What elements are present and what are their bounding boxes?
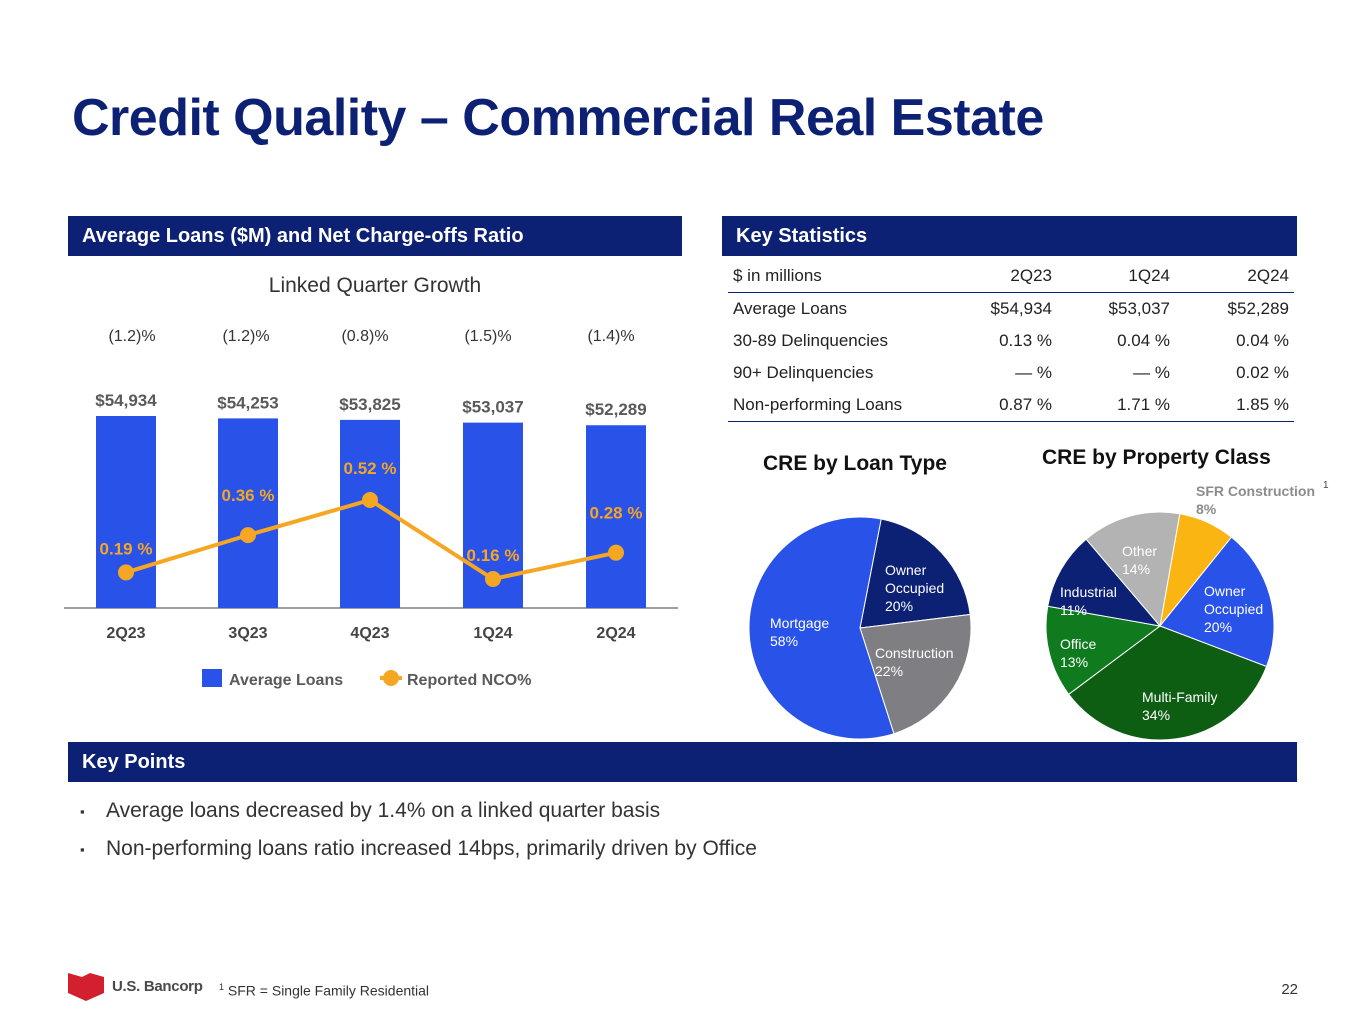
table-row: 90+ Delinquencies — % — % 0.02 % (728, 357, 1294, 389)
nco-value-label: 0.28 % (590, 504, 643, 523)
x-tick-label: 1Q24 (473, 625, 512, 642)
bullet-text: Average loans decreased by 1.4% on a lin… (106, 799, 661, 822)
bar-average-loans (586, 425, 646, 608)
chart-subtitle: Linked Quarter Growth (268, 274, 482, 297)
pie-slice (748, 516, 895, 740)
table-cell: 1.71 % (1057, 389, 1175, 422)
pie-slice-label: Mortgage 58% (770, 615, 829, 649)
cre-property-class-pie: SFR Construction 8% Owner Occupied 20% Multi-… (1045, 480, 1329, 741)
nco-point (118, 564, 134, 581)
growth-label: (1.2)% (108, 328, 156, 345)
growth-label: (1.4)% (587, 328, 635, 345)
table-cell: Non-performing Loans (728, 389, 962, 422)
pie-slice (1159, 536, 1275, 668)
nco-point (485, 571, 501, 587)
table-row: 30-89 Delinquencies 0.13 % 0.04 % 0.04 % (728, 325, 1294, 357)
bullet-icon: ▪ (80, 803, 85, 819)
footnote: 1 SFR = Single Family Residential (219, 982, 429, 999)
pie-slice (1047, 538, 1162, 627)
table-cell: 0.02 % (1236, 363, 1289, 382)
nco-value-label: 0.16 % (467, 546, 520, 565)
growth-label: (1.5)% (464, 328, 512, 345)
table-cell: 0.04 % (1117, 331, 1170, 350)
bullet-icon: ▪ (80, 841, 85, 857)
nco-point (240, 527, 256, 544)
table-cell: — % (1133, 363, 1170, 382)
nco-value-label: 0.36 % (222, 486, 275, 505)
legend-marker-nco (383, 670, 399, 686)
table-cell: — % (1015, 363, 1052, 382)
pie-slice-label: Owner Occupied 20% (1204, 583, 1263, 635)
table-cell: $53,037 (1108, 299, 1170, 318)
table-header-row: $ in millions 2Q23 1Q24 2Q24 (728, 260, 1294, 293)
list-item: ▪ Average loans decreased by 1.4% on a l… (80, 792, 757, 830)
x-tick-label: 2Q24 (596, 625, 635, 642)
pie-title-property-class: CRE by Property Class (1042, 446, 1271, 469)
table-cell: 0.13 % (999, 331, 1052, 350)
nco-point (362, 492, 378, 508)
pie-slice-label: Industrial 11% (1060, 584, 1117, 618)
table-cell: 90+ Delinquencies (733, 363, 874, 382)
table-cell: 0.87 % (962, 389, 1057, 422)
pie-slice (1045, 605, 1162, 695)
company-logo: U.S. Bancorp (68, 971, 203, 1001)
table-cell: Average Loans (733, 299, 848, 318)
key-points-header: Key Points (68, 742, 1297, 782)
pie-slice-label: Multi-Family 34% (1142, 689, 1217, 723)
pie-slice (1068, 625, 1268, 741)
table-header-cell: 1Q24 (1057, 260, 1175, 293)
key-statistics-table: $ in millions 2Q23 1Q24 2Q24 Average Loa… (728, 260, 1294, 422)
footnote-text: SFR = Single Family Residential (227, 982, 430, 999)
pie-slice-label: SFR Construction 8% (1196, 483, 1315, 517)
table-header-cell: $ in millions (728, 260, 962, 293)
nco-value-label: 0.19 % (100, 539, 153, 558)
footnote-marker: 1 (1323, 480, 1329, 491)
bar-average-loans (218, 418, 278, 608)
footnote-marker: 1 (219, 982, 225, 992)
legend-label: Average Loans (229, 672, 343, 689)
table-row: Non-performing Loans 0.87 % 1.71 % 1.85 … (728, 389, 1294, 422)
bar-value-label: $54,934 (95, 391, 157, 410)
nco-point (608, 544, 624, 561)
key-statistics-header: Key Statistics (722, 216, 1297, 256)
table-cell: 1.85 % (1175, 389, 1294, 422)
table-cell: 30-89 Delinquencies (733, 331, 888, 350)
pie-title-loan-type: CRE by Loan Type (763, 452, 947, 475)
pie-slice (859, 613, 972, 735)
bar-value-label: $52,289 (585, 400, 646, 419)
logo-text: U.S. Bancorp (112, 977, 203, 995)
bar-value-label: $53,825 (339, 395, 400, 414)
cre-loan-type-pie: Owner Occupied 20% Construction 22% Mortgage 5… (748, 516, 972, 740)
pie-slice-label: Other 14% (1122, 543, 1157, 577)
pie-slice-label: Construction 22% (875, 645, 954, 679)
x-tick-label: 2Q23 (106, 625, 145, 642)
pie-slice (1085, 511, 1181, 628)
table-header-cell: 2Q24 (1175, 260, 1294, 293)
legend-label: Reported NCO% (407, 672, 531, 689)
bar-value-label: $54,253 (217, 393, 278, 412)
table-cell: 0.04 % (1236, 331, 1289, 350)
shield-logo-icon (68, 973, 104, 1001)
key-points-list: ▪ Average loans decreased by 1.4% on a l… (80, 792, 757, 868)
bullet-text: Non-performing loans ratio increased 14b… (106, 837, 757, 860)
table-cell: $52,289 (1227, 299, 1289, 318)
loans-chart-header: Average Loans ($M) and Net Charge-offs R… (68, 216, 682, 256)
growth-label: (0.8)% (341, 328, 389, 345)
page-number: 22 (1281, 981, 1298, 998)
table-header-cell: 2Q23 (962, 260, 1057, 293)
table-cell: $54,934 (990, 299, 1052, 318)
legend-swatch-average-loans (202, 669, 222, 687)
x-tick-label: 4Q23 (350, 625, 389, 642)
bar-value-label: $53,037 (462, 398, 523, 417)
nco-value-label: 0.52 % (344, 459, 397, 478)
table-row: Average Loans $54,934 $53,037 $52,289 (728, 293, 1294, 326)
growth-label: (1.2)% (222, 328, 270, 345)
pie-slice-label: Office 13% (1060, 636, 1097, 670)
pie-slice-label: Owner Occupied 20% (885, 562, 944, 614)
list-item: ▪ Non-performing loans ratio increased 1… (80, 830, 757, 868)
x-tick-label: 3Q23 (228, 625, 267, 642)
average-loans-nco-chart: $54,934 2Q23 $54,253 3Q23 $53,825 4Q23 $53,037… (64, 391, 678, 689)
pie-slice (859, 518, 971, 629)
page-title: Credit Quality – Commercial Real Estate (72, 89, 1044, 147)
